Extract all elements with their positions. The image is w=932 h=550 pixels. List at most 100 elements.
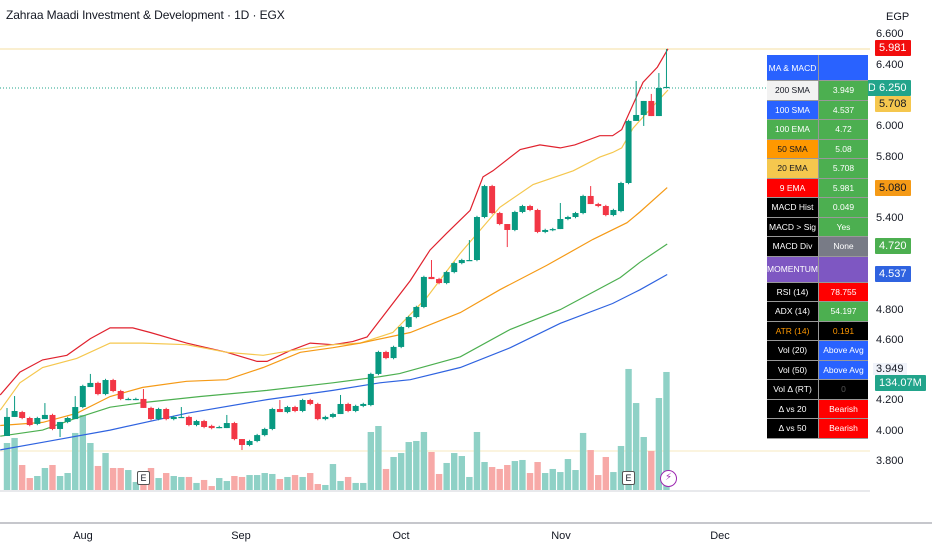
volume-bar bbox=[655, 398, 663, 490]
price-tick-highlight: 3.949 bbox=[873, 363, 907, 375]
volume-bar bbox=[534, 462, 541, 490]
volume-bar bbox=[253, 475, 261, 490]
row-value: 5.708 bbox=[819, 159, 868, 178]
candle-up bbox=[155, 407, 162, 421]
candle-up bbox=[610, 208, 617, 217]
volume-bar bbox=[337, 481, 344, 490]
section-header-momentum: MOMENTUM bbox=[767, 256, 819, 282]
volume-bar bbox=[109, 467, 117, 490]
volume-bar bbox=[602, 456, 610, 490]
volume-bar bbox=[72, 432, 79, 490]
candle-up bbox=[542, 228, 549, 234]
row-value: 5.08 bbox=[819, 139, 868, 158]
volume-bar bbox=[125, 470, 132, 490]
candle-down bbox=[587, 186, 594, 205]
candle-down bbox=[110, 378, 117, 393]
candle-body bbox=[216, 427, 223, 429]
ma-line-100-sma bbox=[0, 273, 668, 451]
chart-title: Zahraa Maadi Investment & Development · … bbox=[6, 8, 285, 22]
candle-down bbox=[602, 204, 609, 217]
volume-bar bbox=[428, 451, 435, 490]
earnings-marker[interactable]: E bbox=[622, 471, 635, 485]
volume-bar bbox=[572, 470, 579, 490]
candle-up bbox=[261, 427, 268, 437]
earnings-marker[interactable]: E bbox=[137, 471, 150, 485]
candle-body bbox=[155, 409, 162, 420]
candle-body bbox=[466, 260, 473, 262]
volume-bar bbox=[648, 451, 655, 490]
row-label: ATR (14) bbox=[767, 321, 819, 340]
candle-down bbox=[345, 402, 352, 413]
candle-body bbox=[276, 409, 283, 413]
candle-body bbox=[132, 398, 139, 401]
candle-up bbox=[87, 373, 94, 388]
volume-bar bbox=[413, 440, 420, 490]
row-label: Δ vs 50 bbox=[767, 419, 819, 438]
candle-down bbox=[117, 389, 124, 401]
ema20-price-badge: 5.708 bbox=[875, 96, 911, 112]
price-tick: 4.000 bbox=[876, 425, 904, 437]
ema100-price-badge: 4.720 bbox=[875, 238, 911, 254]
volume-bar bbox=[170, 476, 177, 490]
volume-bar bbox=[466, 476, 473, 490]
candle-body bbox=[41, 414, 48, 420]
candle-body bbox=[511, 211, 518, 230]
volume-bar bbox=[132, 481, 140, 490]
candle-body bbox=[481, 186, 488, 218]
candle-body bbox=[26, 418, 33, 426]
row-value: Bearish bbox=[819, 399, 868, 418]
candle-body bbox=[625, 120, 632, 183]
candle-down bbox=[534, 208, 541, 234]
candle-up bbox=[41, 403, 48, 420]
price-tick: 6.600 bbox=[876, 28, 904, 40]
row-label: 100 SMA bbox=[767, 100, 819, 119]
volume-bar bbox=[488, 467, 496, 490]
volume-bar bbox=[443, 462, 450, 490]
volume-bar bbox=[549, 468, 556, 490]
candle-body bbox=[595, 204, 602, 207]
candle-up bbox=[102, 378, 109, 396]
candle-up bbox=[625, 119, 632, 185]
candle-body bbox=[375, 351, 382, 374]
candle-up bbox=[580, 194, 587, 215]
volume-bar bbox=[56, 476, 64, 490]
candle-down bbox=[208, 424, 215, 430]
candle-down bbox=[428, 260, 435, 280]
volume-bar bbox=[246, 475, 253, 490]
volume-bar bbox=[322, 484, 329, 490]
candle-down bbox=[26, 416, 33, 427]
candle-up bbox=[473, 215, 480, 262]
moving-averages bbox=[0, 48, 669, 451]
volume-bar bbox=[223, 481, 231, 490]
volume-bar bbox=[49, 465, 56, 490]
volume-bar bbox=[193, 482, 200, 490]
lightning-icon[interactable]: ⚡ bbox=[660, 470, 677, 487]
volume-bar bbox=[284, 476, 291, 490]
candle-body bbox=[231, 423, 238, 440]
candle-up bbox=[466, 240, 473, 262]
row-value: 0 bbox=[819, 380, 868, 399]
candle-up bbox=[375, 350, 382, 376]
row-value: 3.949 bbox=[819, 81, 868, 100]
candle-body bbox=[345, 403, 352, 411]
candle-up bbox=[549, 227, 556, 232]
candle-body bbox=[610, 209, 617, 216]
row-value: 4.72 bbox=[819, 120, 868, 139]
candle-up bbox=[337, 394, 344, 415]
row-label: RSI (14) bbox=[767, 282, 819, 301]
candle-body bbox=[428, 276, 435, 280]
volume-bar bbox=[367, 431, 375, 490]
candle-body bbox=[314, 403, 321, 420]
candle-up bbox=[443, 270, 450, 285]
candle-body bbox=[580, 195, 587, 214]
candle-up bbox=[193, 419, 200, 427]
candle-up bbox=[360, 402, 367, 408]
candle-up bbox=[79, 384, 86, 409]
currency-selector[interactable]: EGP bbox=[878, 6, 922, 28]
volume-bar bbox=[344, 476, 352, 490]
volume-bar bbox=[526, 473, 534, 490]
candle-up bbox=[390, 345, 397, 360]
candle-up bbox=[64, 416, 71, 424]
volume-bar bbox=[451, 453, 458, 490]
